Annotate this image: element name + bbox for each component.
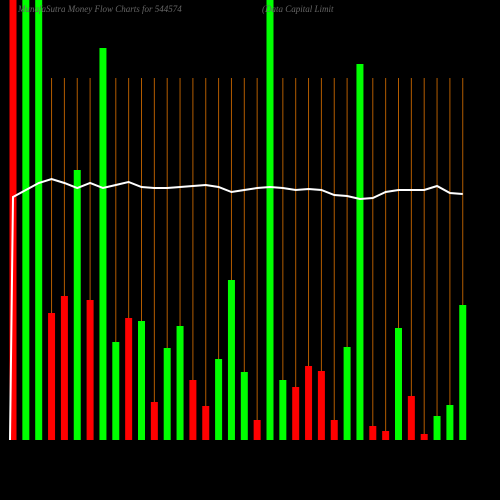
bar [163,348,171,440]
bar [22,0,30,440]
bar [60,296,68,440]
chart-subtitle: (Data Capital Limit [262,4,334,14]
bar [176,326,184,440]
bar [73,170,81,440]
bar [86,300,94,440]
bar [382,431,390,440]
bar [356,64,364,440]
bar [240,372,248,440]
bar [459,305,467,440]
bar [253,420,261,440]
bar [150,402,158,440]
bar [292,387,300,440]
bar [227,280,235,440]
bar [215,359,223,440]
bar [35,0,43,440]
bar [369,426,377,440]
bar [433,416,441,440]
bar [305,366,313,440]
bar [112,342,120,440]
chart-title: MunafaSutra Money Flow Charts for 544574 [17,4,182,14]
bar [189,380,197,440]
bar [343,347,351,440]
bar [266,0,274,440]
bar [48,313,56,440]
flow-line [9,177,463,441]
bar [446,405,454,440]
bar [202,406,210,440]
bar [330,420,338,440]
bar [279,380,287,440]
bar [99,48,107,440]
bar [125,318,133,440]
bar [395,328,402,440]
bar [138,321,145,440]
bar [407,396,415,440]
bar [420,434,428,440]
bar [317,371,325,440]
